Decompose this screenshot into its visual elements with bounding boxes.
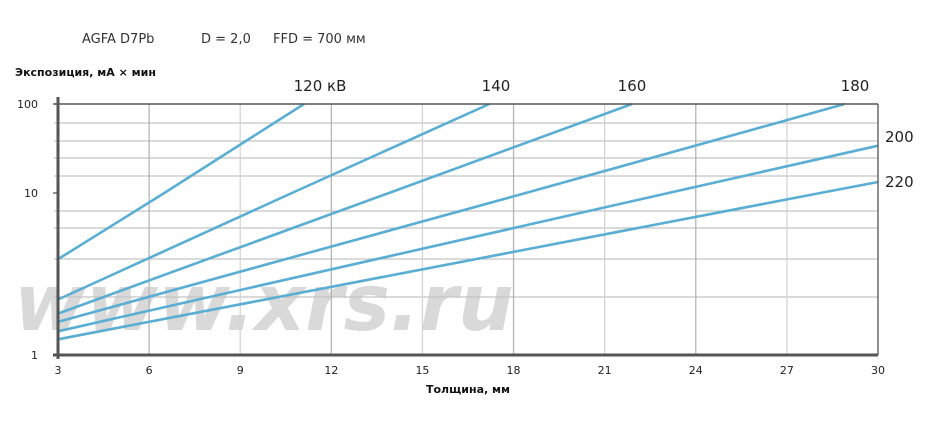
series-label: 180 [841, 77, 870, 95]
series-line-140 [57, 102, 490, 301]
series-label: 160 [618, 77, 647, 95]
series-line-120-кВ [57, 102, 305, 261]
y-tick-label: 10 [24, 187, 38, 200]
x-tick-label: 12 [324, 364, 338, 377]
series-line-180 [57, 102, 845, 324]
labels: 3 6 9 12 15 18 21 24 27 30 120 кВ 140 160 180 200 220 1 1… [17, 77, 914, 377]
series-line-220 [57, 180, 879, 341]
x-tick-label: 9 [237, 364, 244, 377]
series-line-200 [57, 144, 879, 333]
density-label: D = 2,0 [201, 32, 251, 47]
series-label: 120 кВ [294, 77, 347, 95]
series-label: 220 [885, 173, 914, 191]
y-tick-label: 1 [31, 349, 38, 362]
series-label: 200 [885, 128, 914, 146]
y-tick-label: 100 [17, 98, 38, 111]
x-tick-label: 27 [780, 364, 794, 377]
x-tick-label: 15 [415, 364, 429, 377]
axes [53, 97, 879, 359]
ffd-label: FFD = 700 мм [273, 32, 366, 47]
x-tick-label: 18 [507, 364, 521, 377]
x-tick-label: 3 [55, 364, 62, 377]
grid [54, 104, 878, 355]
y-axis-title: Экспозиция, мА × мин [15, 66, 156, 79]
x-tick-label: 21 [598, 364, 612, 377]
series-lines [57, 102, 879, 341]
x-tick-label: 30 [871, 364, 885, 377]
x-tick-label: 24 [689, 364, 703, 377]
x-tick-label: 6 [146, 364, 153, 377]
x-axis-title: Толщина, мм [426, 383, 510, 396]
watermark: www.xrs.ru [14, 259, 514, 349]
series-label: 140 [482, 77, 511, 95]
film-label: AGFA D7Pb [82, 32, 154, 47]
series-line-160 [57, 102, 633, 315]
